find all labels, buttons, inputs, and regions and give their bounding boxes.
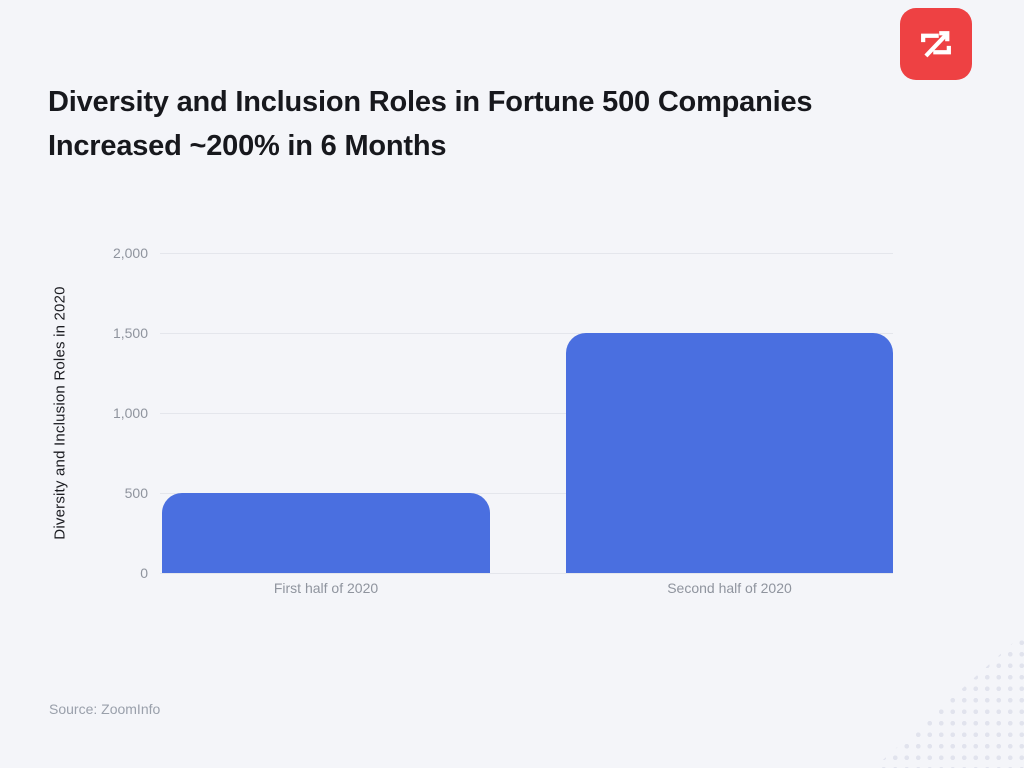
zoominfo-z-arrow-icon bbox=[921, 31, 951, 58]
y-tick-label: 1,500 bbox=[112, 325, 148, 341]
y-tick-label: 1,000 bbox=[112, 405, 148, 421]
gridline-1500 bbox=[160, 333, 893, 334]
gridline-500 bbox=[160, 493, 893, 494]
page-title-line-1: Diversity and Inclusion Roles in Fortune… bbox=[48, 86, 813, 118]
y-tick-label: 500 bbox=[124, 485, 148, 501]
source-caption: Source: ZoomInfo bbox=[49, 701, 161, 717]
x-axis-label: First half of 2020 bbox=[273, 580, 379, 596]
gridline-1000 bbox=[160, 413, 893, 414]
gridline-2000 bbox=[160, 253, 893, 254]
plot-area: 0 500 1,000 1,500 2,000 First half of 2020 Sec… bbox=[113, 245, 893, 596]
page-title-line-2: Increased ~200% in 6 Months bbox=[48, 130, 447, 162]
gridline-0 bbox=[160, 573, 893, 574]
page-title: Diversity and Inclusion Roles in Fortune… bbox=[48, 80, 968, 168]
y-tick-label: 2,000 bbox=[112, 245, 148, 261]
x-axis-label: Second half of 2020 bbox=[667, 580, 792, 596]
y-tick-label: 0 bbox=[140, 565, 148, 581]
zoominfo-logo bbox=[900, 8, 972, 80]
bar-1 bbox=[162, 493, 490, 573]
bar-2 bbox=[566, 333, 893, 573]
